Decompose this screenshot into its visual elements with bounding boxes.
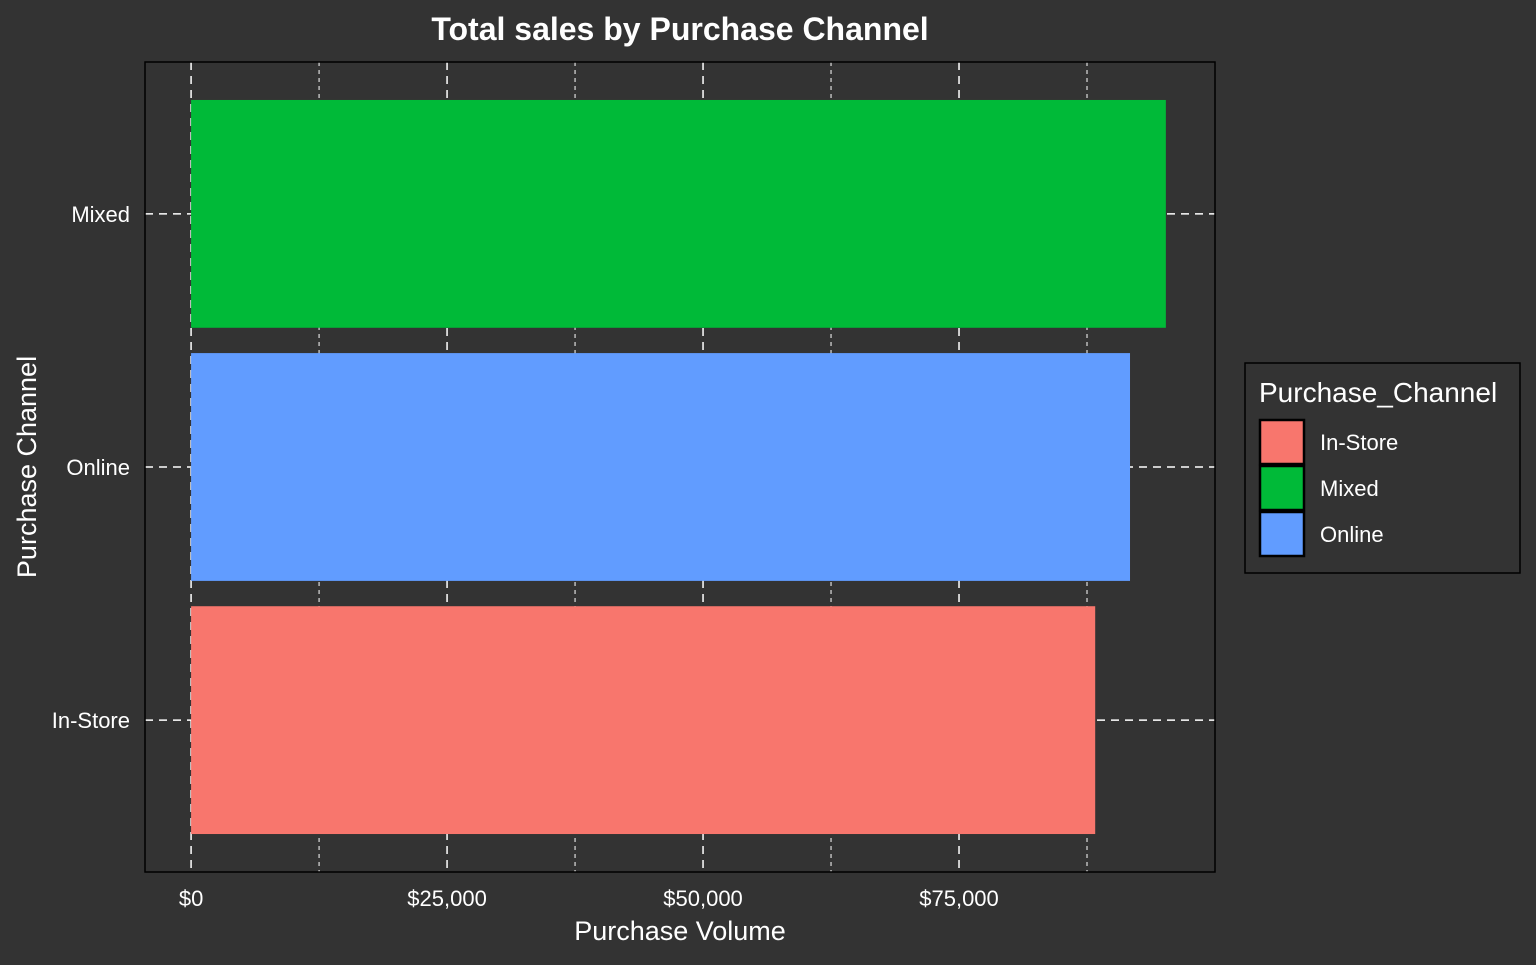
plot-area: $0 $25,000 $50,000 $75,000 In-Store Online Mix… [52, 61, 1216, 911]
y-tick-label: Online [66, 455, 130, 480]
bar-mixed [191, 99, 1166, 328]
panel-border [144, 61, 1216, 873]
x-tick-label: $50,000 [663, 886, 743, 911]
y-axis-title: Purchase Channel [12, 356, 42, 578]
y-tick-label: Mixed [71, 202, 130, 227]
x-tick-label: $75,000 [919, 886, 999, 911]
legend-title: Purchase_Channel [1259, 377, 1497, 408]
legend-label: Mixed [1320, 476, 1379, 501]
legend: Purchase_Channel In-Store Mixed Online [1244, 362, 1521, 574]
y-tick-label: In-Store [52, 708, 130, 733]
legend-box [1244, 362, 1521, 574]
x-axis-title: Purchase Volume [574, 916, 786, 946]
x-tick-label: $25,000 [407, 886, 487, 911]
bar-online [191, 353, 1131, 581]
legend-key-online [1258, 510, 1306, 558]
bar-in-store [191, 606, 1096, 835]
legend-key-mixed [1258, 464, 1306, 512]
legend-key-in-store [1258, 418, 1306, 466]
x-tick-label: $0 [179, 886, 203, 911]
legend-label: In-Store [1320, 430, 1398, 455]
chart-title: Total sales by Purchase Channel [431, 11, 928, 47]
legend-label: Online [1320, 522, 1384, 547]
